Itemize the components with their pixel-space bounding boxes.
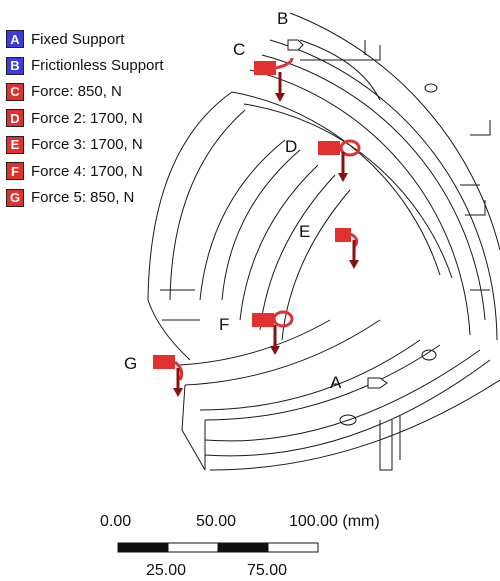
legend-item-force-5[interactable]: G Force 5: 850, N [6, 184, 164, 210]
scale-label-100: 100.00 (mm) [289, 513, 380, 530]
force-marker-f[interactable] [252, 310, 294, 355]
legend-label: Frictionless Support [31, 57, 164, 75]
legend-item-force-2[interactable]: D Force 2: 1700, N [6, 105, 164, 131]
force-marker-d[interactable] [318, 139, 361, 182]
scale-bar-segment [267, 542, 319, 553]
support-marker-a[interactable] [367, 377, 388, 389]
legend-box-c: C [6, 82, 24, 101]
legend-box-d: D [6, 109, 24, 128]
legend-label: Force 2: 1700, N [31, 109, 143, 127]
legend-label: Force 3: 1700, N [31, 136, 143, 154]
callout-d: D [285, 137, 297, 156]
legend-item-force-4[interactable]: F Force 4: 1700, N [6, 158, 164, 184]
callout-e: E [299, 222, 310, 241]
callout-b: B [277, 9, 288, 28]
force-marker-e[interactable] [335, 228, 359, 269]
force-markers [153, 57, 361, 397]
force-marker-c[interactable] [254, 57, 294, 102]
callout-g: G [124, 354, 137, 373]
scale-bar [117, 542, 319, 553]
scale-bar-segment [117, 542, 169, 553]
support-marker-b[interactable] [287, 39, 304, 51]
curved-part-model [147, 12, 500, 471]
legend-box-f: F [6, 162, 24, 181]
legend-item-fixed-support[interactable]: A Fixed Support [6, 26, 164, 52]
legend-item-force-3[interactable]: E Force 3: 1700, N [6, 132, 164, 158]
callout-c: C [233, 40, 245, 59]
support-markers [287, 39, 388, 389]
legend-item-force[interactable]: C Force: 850, N [6, 79, 164, 105]
legend-label: Force: 850, N [31, 83, 122, 101]
legend-box-a: A [6, 30, 24, 49]
legend-box-e: E [6, 135, 24, 154]
scale-label-0: 0.00 [100, 513, 132, 530]
callout-f: F [219, 315, 229, 334]
scale-bar-segment [167, 542, 219, 553]
boundary-condition-legend: A Fixed Support B Frictionless Support C… [6, 26, 164, 211]
scale-label-50: 50.00 [196, 513, 237, 530]
legend-label: Force 4: 1700, N [31, 162, 143, 180]
legend-label: Force 5: 850, N [31, 189, 135, 207]
scale-bar-segment [217, 542, 269, 553]
scale-label-75: 75.00 [247, 562, 288, 579]
legend-box-g: G [6, 188, 24, 207]
legend-label: Fixed Support [31, 30, 125, 48]
legend-item-frictionless-support[interactable]: B Frictionless Support [6, 52, 164, 78]
legend-box-b: B [6, 56, 24, 75]
force-marker-g[interactable] [153, 355, 184, 397]
callout-a: A [330, 373, 342, 392]
scale-label-25: 25.00 [146, 562, 187, 579]
